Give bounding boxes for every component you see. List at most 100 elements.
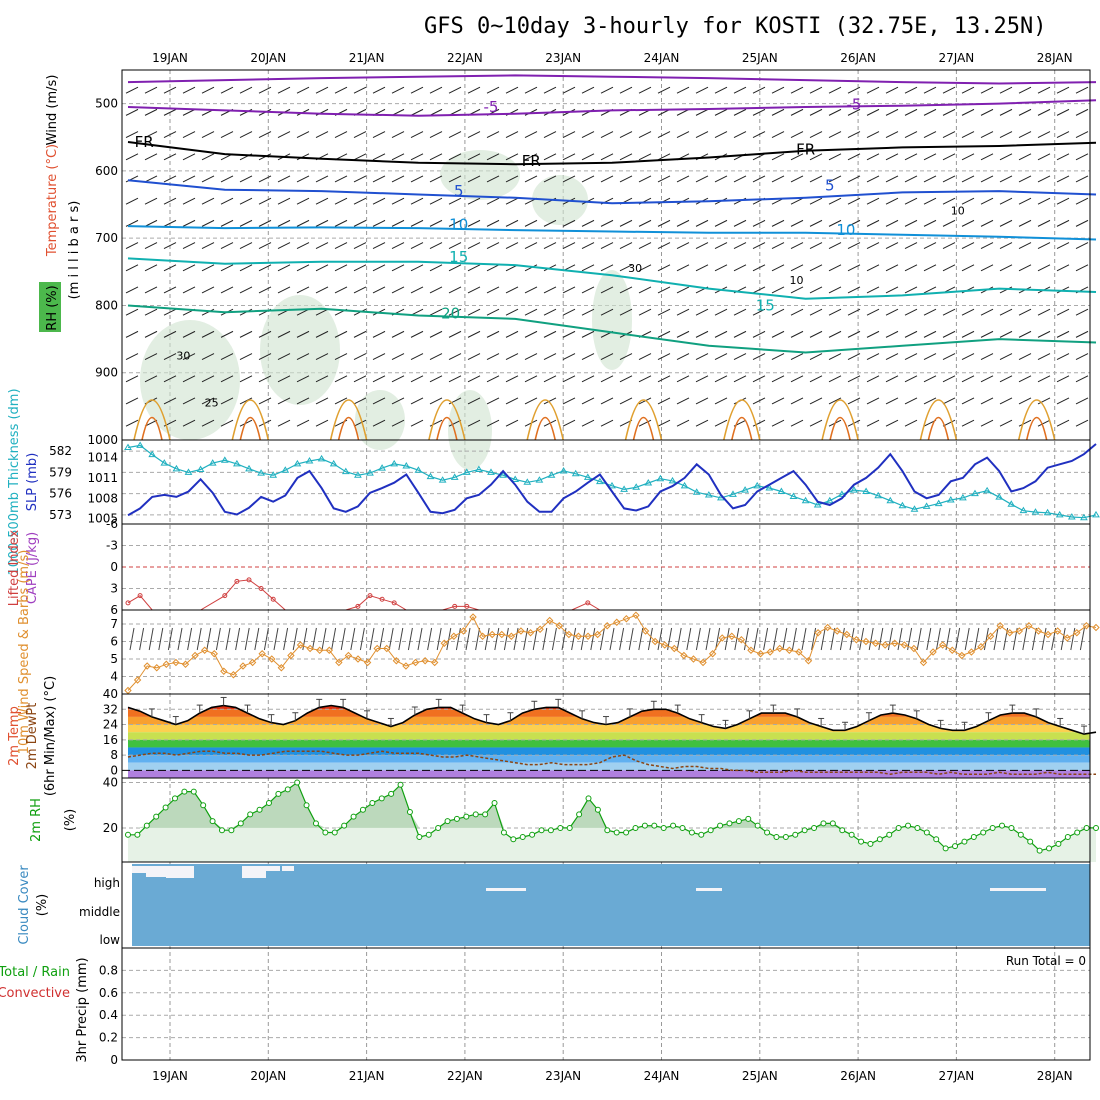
thickness-point — [620, 485, 628, 492]
lifted-index-line — [127, 579, 733, 611]
wind-barb — [657, 86, 671, 94]
rh-point — [1008, 824, 1015, 831]
wind-barb — [1075, 419, 1089, 427]
wind-barb — [1075, 153, 1089, 161]
wind-barb — [600, 286, 614, 294]
wind-barb — [714, 219, 728, 227]
rh-area-light — [128, 782, 1096, 862]
minmax-axis-label: (6hr Min/Max) (°C) — [43, 676, 58, 796]
wind-barb — [125, 153, 139, 161]
wind-barb — [220, 264, 234, 272]
wind-barb — [752, 308, 766, 316]
wind-barb — [885, 330, 899, 338]
wind-barb — [1056, 153, 1070, 161]
wind-barb — [505, 242, 519, 250]
surface-wind-barb — [379, 627, 385, 651]
wind-barb — [961, 264, 975, 272]
cloud-axis-label: Cloud Cover — [17, 865, 32, 945]
thickness-point — [995, 493, 1004, 500]
rh-point — [632, 824, 639, 831]
wind-barb — [733, 175, 747, 183]
wind-barb — [486, 197, 500, 205]
wind-speed-point — [613, 618, 621, 626]
wind-barb — [296, 353, 310, 361]
wind-barb — [1037, 419, 1051, 427]
thickness-point — [1067, 513, 1076, 520]
wind-speed-point — [191, 651, 199, 660]
wind-barb — [752, 175, 766, 183]
pressure-tick: 700 — [95, 231, 118, 245]
wind-barb — [1037, 308, 1051, 316]
wind-barb — [144, 153, 158, 161]
wind-barb — [505, 197, 519, 205]
wind-barb — [752, 86, 766, 94]
lifted-index-point — [258, 586, 264, 591]
surface-wind-barb — [849, 627, 855, 651]
wind-barb — [410, 419, 424, 427]
wind-barb — [999, 219, 1013, 227]
surface-wind-barb — [647, 627, 653, 651]
thickness-point — [608, 481, 616, 489]
wind-barb — [809, 353, 823, 361]
wind-barb — [1037, 264, 1051, 272]
wind-barb — [581, 131, 595, 139]
wind-barb — [524, 131, 538, 139]
surface-wind-barb — [139, 627, 145, 651]
wind-speed-point — [804, 657, 813, 665]
wind-speed-point — [555, 622, 563, 630]
wind-barb — [638, 264, 652, 272]
temp-band — [128, 739, 1090, 748]
wind-barb — [467, 219, 481, 227]
moisture-shading — [140, 320, 240, 440]
lifted-index-point — [270, 596, 276, 602]
wind-barb — [163, 86, 177, 94]
wind-speed-point — [440, 639, 448, 647]
wind-barb — [942, 397, 956, 405]
wind-speed-point — [967, 648, 976, 656]
wind-barb — [277, 330, 291, 338]
rh-point — [895, 824, 902, 831]
wind-barb — [980, 219, 994, 227]
wind-barb — [714, 264, 728, 272]
day-label-top: 26JAN — [840, 51, 876, 65]
wind-barb — [809, 153, 823, 161]
wind-barb — [296, 397, 310, 405]
wind-barb — [448, 131, 462, 139]
wind-barb — [391, 397, 405, 405]
wind-barb — [999, 86, 1013, 94]
wind-barb — [144, 242, 158, 250]
lifted-index-point — [585, 600, 591, 606]
wind-barb — [1037, 197, 1051, 205]
wind-barb — [505, 86, 519, 94]
day-label-bottom: 27JAN — [939, 1069, 975, 1083]
wind-barb — [695, 419, 709, 427]
wind-speed-point — [1073, 629, 1081, 637]
wind-speed-point — [948, 646, 956, 654]
wind-barb — [695, 353, 709, 361]
wind-barb — [923, 175, 937, 183]
precip-tick: 0.8 — [99, 963, 118, 977]
rh-point — [538, 827, 545, 834]
wind-barb — [695, 308, 709, 316]
wind-barb — [277, 86, 291, 94]
wind-barb — [239, 197, 253, 205]
thickness-point — [559, 466, 568, 474]
wind-barb — [448, 197, 462, 205]
pressure-units-label: (m i l l i b a r s) — [67, 201, 82, 300]
wind-speed-point — [517, 627, 525, 635]
thickness-point — [1055, 510, 1064, 518]
rh-point — [359, 806, 366, 813]
isotherm-25 — [329, 399, 368, 441]
wind-barb — [239, 353, 253, 361]
wind-barb — [866, 86, 880, 94]
wind-barb — [885, 397, 899, 405]
rh-point — [275, 790, 282, 797]
wind-barb — [315, 264, 329, 272]
rh-point — [604, 827, 611, 834]
wind-barb — [790, 219, 804, 227]
wind-barb — [182, 242, 196, 250]
day-label-top: 24JAN — [644, 51, 680, 65]
wind-barb — [201, 242, 215, 250]
wind-barb — [638, 375, 652, 383]
chart-title: GFS 0~10day 3-hourly for KOSTI (32.75E, … — [424, 14, 1047, 39]
